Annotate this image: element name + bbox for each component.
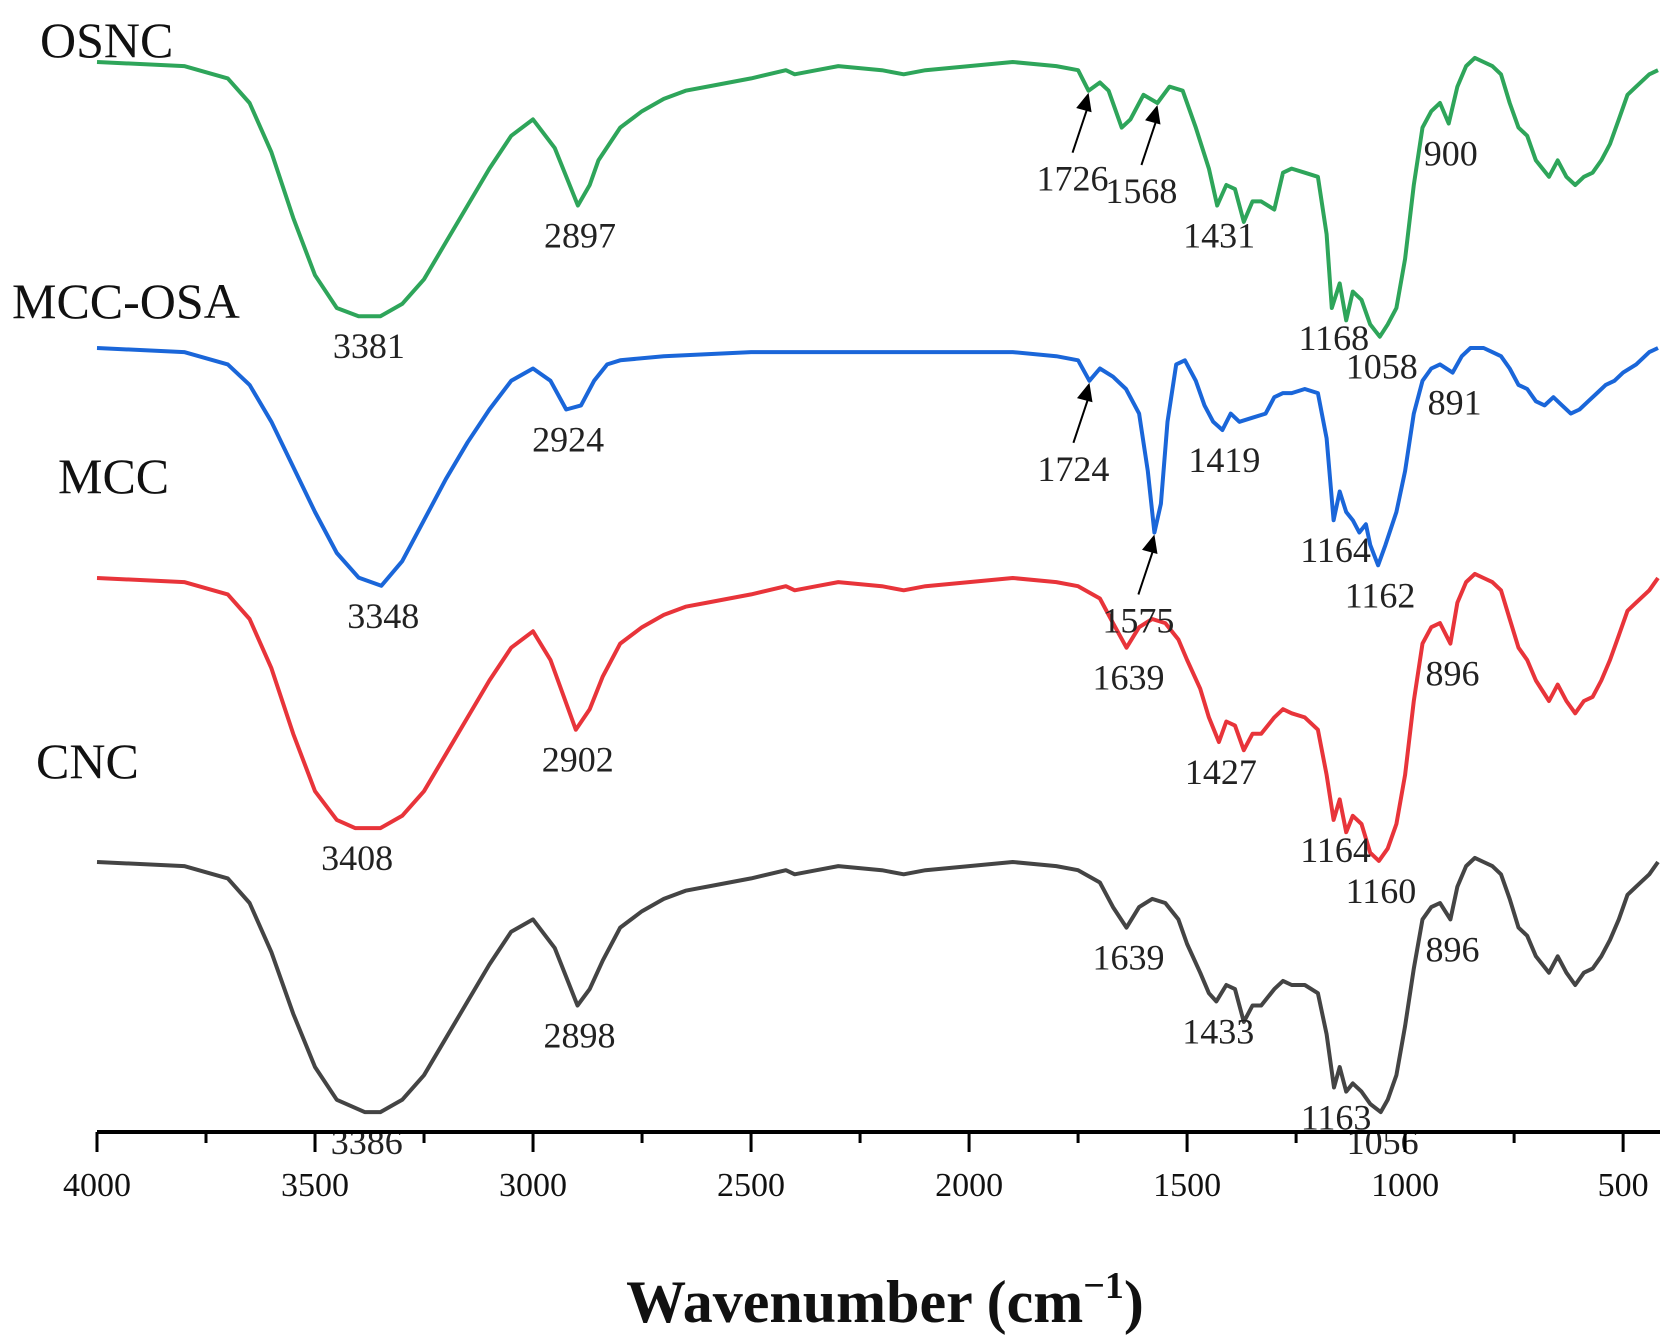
x-tick-label-3500: 3500 [281, 1167, 349, 1204]
peak-label-mcc-1639: 1639 [1092, 658, 1164, 698]
peak-label-mcc-osa-2924: 2924 [532, 420, 604, 460]
peak-label-osnc-1568: 1568 [1105, 171, 1177, 211]
series-line-mcc [96, 571, 1660, 863]
peak-label-cnc-1639: 1639 [1092, 938, 1164, 978]
x-axis: 4000 3500 3000 2500 2000 1500 1000 500 [63, 1130, 1660, 1204]
x-tick-label-4000: 4000 [63, 1167, 131, 1204]
peak-label-cnc-896: 896 [1425, 929, 1479, 969]
peak-label-mcc-osa-891: 891 [1428, 383, 1482, 423]
peak-label-osnc-900: 900 [1424, 134, 1478, 174]
series-label-cnc: CNC [36, 733, 139, 789]
peak-arrowhead-osnc-1726 [1076, 92, 1092, 113]
series-line-osnc [96, 55, 1659, 339]
peak-label-osnc-1726: 1726 [1037, 159, 1109, 199]
x-tick-label-2500: 2500 [717, 1167, 785, 1204]
peak-arrow-mcc-osa-1724 [1072, 394, 1091, 444]
peak-arrow-osnc-1726 [1071, 104, 1090, 154]
peak-label-osnc-1058: 1058 [1346, 347, 1418, 387]
peak-label-mcc-osa-1419: 1419 [1188, 440, 1260, 480]
peak-label-mcc-1160: 1160 [1346, 871, 1417, 911]
series-line-mcc-osa [96, 346, 1659, 588]
peak-arrow-osnc-1568 [1140, 116, 1159, 166]
peak-arrowhead-osnc-1568 [1145, 105, 1161, 125]
peak-label-cnc-1433: 1433 [1182, 1011, 1254, 1051]
peak-label-mcc-osa-1724: 1724 [1037, 449, 1109, 489]
x-tick-label-1500: 1500 [1153, 1167, 1221, 1204]
series-layer [96, 55, 1660, 1115]
peak-label-osnc-3381: 3381 [333, 326, 405, 366]
peak-label-mcc-osa-1575: 1575 [1102, 601, 1174, 641]
peak-label-cnc-3386: 3386 [331, 1122, 403, 1162]
peak-label-mcc-osa-3348: 3348 [347, 596, 419, 636]
x-axis-title: Wavenumber (cm−1) [626, 1265, 1144, 1335]
peak-label-osnc-2897: 2897 [544, 216, 616, 256]
peak-label-osnc-1168: 1168 [1299, 318, 1370, 358]
series-label-osnc: OSNC [40, 12, 173, 68]
x-axis-title-close: ) [1124, 1269, 1144, 1335]
series-label-mcc: MCC [58, 448, 169, 504]
peak-label-osnc-1431: 1431 [1183, 216, 1255, 256]
peak-label-mcc-3408: 3408 [321, 838, 393, 878]
peak-label-mcc-2902: 2902 [542, 740, 614, 780]
x-tick-label-500: 500 [1598, 1167, 1649, 1204]
x-axis-title-main: Wavenumber (cm [626, 1269, 1083, 1335]
peak-arrowhead-mcc-osa-1724 [1077, 382, 1093, 403]
x-axis-title-superscript: −1 [1083, 1265, 1124, 1307]
peak-label-mcc-osa-1162: 1162 [1345, 575, 1416, 615]
peak-label-mcc-osa-1164: 1164 [1300, 530, 1371, 570]
series-label-layer: OSNC MCC-OSA MCC CNC [12, 12, 240, 789]
peak-arrowhead-mcc-osa-1575 [1142, 534, 1158, 554]
peak-arrow-mcc-osa-1575 [1137, 546, 1156, 595]
peak-label-cnc-2898: 2898 [544, 1016, 616, 1056]
x-tick-label-1000: 1000 [1371, 1167, 1439, 1204]
peak-label-cnc-1056: 1056 [1347, 1122, 1419, 1162]
peak-label-mcc-1427: 1427 [1185, 752, 1257, 792]
series-line-cnc [96, 855, 1660, 1115]
x-tick-label-3000: 3000 [499, 1167, 567, 1204]
peak-label-mcc-1164: 1164 [1300, 830, 1371, 870]
peak-label-mcc-896: 896 [1425, 654, 1479, 694]
x-tick-label-2000: 2000 [935, 1167, 1003, 1204]
series-label-mcc-osa: MCC-OSA [12, 273, 240, 329]
